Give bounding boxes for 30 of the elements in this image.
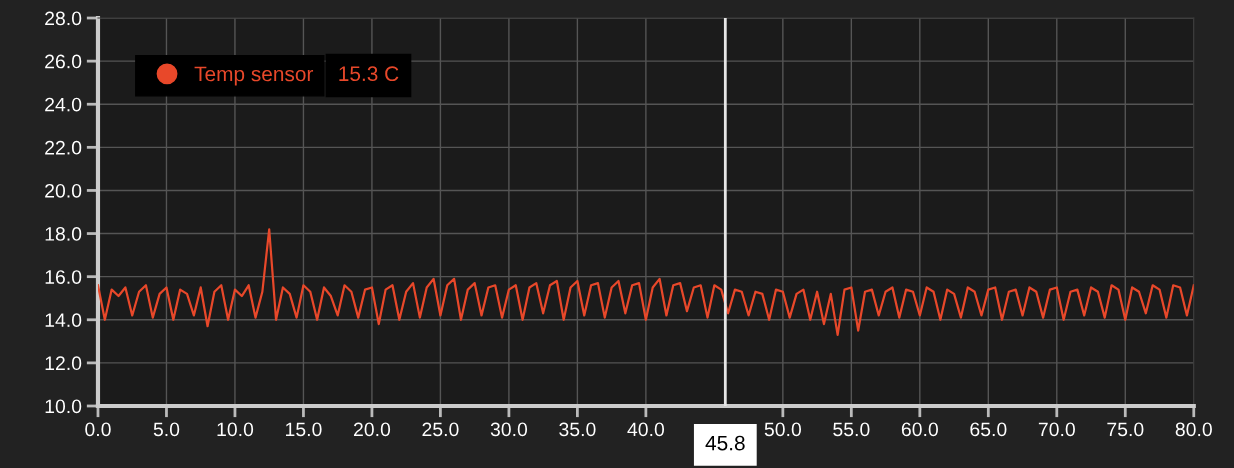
y-tick-label: 24.0 <box>45 97 82 112</box>
x-tick-label: 40.0 <box>627 422 665 437</box>
y-tick-label: 16.0 <box>45 270 82 284</box>
ref-line-label: 45.8 <box>705 435 745 451</box>
x-tick-label: 15.0 <box>286 422 322 437</box>
x-tick-label: 5.0 <box>153 422 180 437</box>
x-tick-label: 0.0 <box>85 422 111 437</box>
y-tick-label: 14.0 <box>45 313 82 328</box>
x-tick-label: 50.0 <box>764 422 802 437</box>
x-tick-label: 60.0 <box>901 422 938 437</box>
y-tick-label: 10.0 <box>45 399 82 414</box>
line-series <box>97 228 1194 336</box>
y-tick-label: 28.0 <box>45 11 82 26</box>
x-tick-label: 55.0 <box>833 422 870 437</box>
y-tick-label: 12.0 <box>45 356 82 371</box>
x-tick-label: 30.0 <box>490 422 528 437</box>
x-tick-label: 10.0 <box>217 422 254 437</box>
x-tick-label: 25.0 <box>422 422 459 437</box>
y-tick-label: 20.0 <box>45 183 82 198</box>
x-tick-label: 70.0 <box>1038 422 1075 437</box>
x-tick-label: 20.0 <box>353 422 391 437</box>
x-tick-label: 65.0 <box>970 422 1007 437</box>
y-tick-label: 22.0 <box>45 140 82 155</box>
annotation: 15.3 C <box>339 66 399 82</box>
x-tick-label: 80.0 <box>1175 422 1212 437</box>
y-tick-label: 26.0 <box>45 54 82 69</box>
legend-label: Temp sensor <box>194 66 314 86</box>
x-tick-label: 75.0 <box>1107 422 1144 437</box>
y-tick-label: 18.0 <box>45 227 82 241</box>
x-tick-label: 35.0 <box>559 422 596 437</box>
